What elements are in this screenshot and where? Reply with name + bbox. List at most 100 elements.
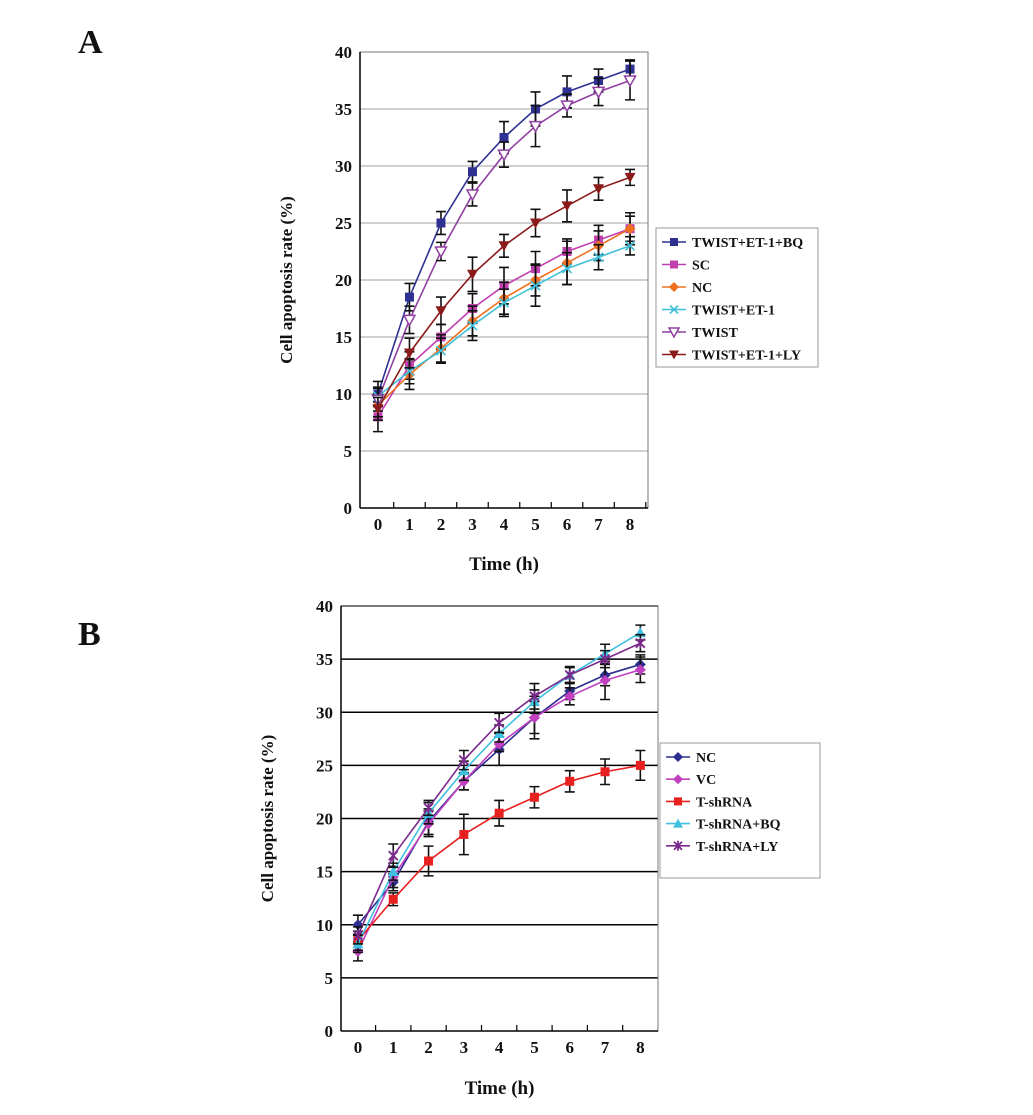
marker-triangle-down-open xyxy=(528,120,543,134)
marker-triangle-down-open xyxy=(402,314,417,327)
marker-square xyxy=(424,856,434,866)
legend-label: T-shRNA+BQ xyxy=(696,818,781,833)
y-tick-label: 40 xyxy=(335,43,352,62)
marker-diamond xyxy=(624,223,636,235)
y-tick-label: 0 xyxy=(344,499,353,518)
marker-square xyxy=(436,218,446,228)
marker-star xyxy=(494,717,505,729)
marker-square xyxy=(565,776,575,786)
legend-item: TWIST+ET-1 xyxy=(662,304,775,319)
marker-triangle-down xyxy=(561,201,573,212)
marker-x xyxy=(498,297,510,308)
legend-item: TWIST+ET-1+BQ xyxy=(662,236,803,251)
x-tick-label: 2 xyxy=(424,1038,433,1057)
marker-star xyxy=(423,802,434,814)
legend-item: NC xyxy=(666,751,716,766)
marker-x xyxy=(467,320,478,331)
y-tick-label: 30 xyxy=(335,157,352,176)
marker-square xyxy=(459,829,469,839)
marker-triangle-down xyxy=(435,306,447,317)
y-tick-label: 0 xyxy=(325,1022,334,1041)
chart-panel-B: B 0 5 10 15 20 25 30 35 40 0 1 2 3 4 5 6 7 8 Time (h) Cell a… xyxy=(78,597,821,1099)
panel-label: B xyxy=(78,616,101,653)
marker-star xyxy=(564,669,575,681)
y-axis-title: Cell apoptosis rate (%) xyxy=(277,196,296,364)
x-axis-title: Time (h) xyxy=(465,1078,535,1099)
legend-item: T-shRNA+LY xyxy=(666,840,778,855)
marker-diamond xyxy=(669,282,679,292)
series-line xyxy=(357,631,641,945)
x-tick-label: 1 xyxy=(389,1038,398,1057)
marker-triangle-down-open xyxy=(497,149,511,162)
y-tick-label: 30 xyxy=(316,703,333,722)
legend-label: SC xyxy=(692,259,710,274)
x-tick-label: 0 xyxy=(374,515,383,534)
marker-diamond xyxy=(458,775,470,787)
marker-triangle-down-open xyxy=(465,189,480,202)
legend-label: T-shRNA xyxy=(696,795,753,810)
y-tick-label: 15 xyxy=(335,328,352,347)
x-tick-label: 5 xyxy=(530,1038,539,1057)
marker-triangle-down xyxy=(498,241,510,252)
marker-square xyxy=(388,894,398,904)
marker-star xyxy=(352,929,364,941)
marker-diamond xyxy=(673,752,683,762)
marker-triangle-down xyxy=(669,350,679,360)
marker-x xyxy=(624,240,636,251)
marker-triangle-up xyxy=(673,818,683,828)
x-tick-label: 8 xyxy=(636,1038,645,1057)
legend-item: NC xyxy=(662,281,712,296)
y-tick-label: 20 xyxy=(335,271,352,290)
legend-label: NC xyxy=(696,751,716,766)
marker-x xyxy=(669,304,679,315)
marker-square xyxy=(499,133,509,142)
marker-square xyxy=(670,238,678,246)
marker-diamond xyxy=(564,690,576,702)
marker-triangle-down xyxy=(403,348,415,359)
marker-square xyxy=(529,792,539,802)
marker-square xyxy=(562,87,572,97)
marker-star xyxy=(673,840,683,851)
legend-label: TWIST+ET-1+LY xyxy=(692,349,801,364)
legend-item: T-shRNA+BQ xyxy=(666,818,781,833)
marker-diamond xyxy=(634,664,646,676)
x-axis-title: Time (h) xyxy=(469,554,539,575)
y-tick-label: 35 xyxy=(316,650,333,669)
legend-label: TWIST xyxy=(692,326,739,341)
series-TWIST xyxy=(371,60,637,412)
marker-triangle-down xyxy=(530,218,542,229)
marker-star xyxy=(529,690,540,702)
x-tick-label: 4 xyxy=(500,515,509,534)
marker-diamond xyxy=(673,774,683,785)
marker-square xyxy=(494,808,504,818)
marker-star xyxy=(635,637,646,649)
legend-label: TWIST+ET-1+BQ xyxy=(692,236,803,251)
marker-triangle-down-open xyxy=(623,75,637,88)
y-tick-label: 10 xyxy=(316,916,333,935)
y-tick-label: 25 xyxy=(335,214,352,233)
x-tick-label: 7 xyxy=(601,1038,610,1057)
y-tick-label: 5 xyxy=(344,442,353,461)
legend-box xyxy=(659,742,821,879)
panel-label: A xyxy=(78,24,103,61)
legend-label: VC xyxy=(696,773,716,788)
marker-diamond xyxy=(599,674,611,686)
marker-triangle-down-open xyxy=(667,327,681,339)
marker-triangle-down xyxy=(372,404,384,415)
x-tick-label: 5 xyxy=(531,515,540,534)
y-tick-label: 5 xyxy=(325,969,334,988)
y-tick-label: 15 xyxy=(316,863,333,882)
legend-label: T-shRNA+LY xyxy=(696,840,778,855)
x-tick-label: 3 xyxy=(468,515,477,534)
marker-square xyxy=(600,767,610,777)
x-tick-label: 2 xyxy=(437,515,446,534)
x-tick-label: 1 xyxy=(405,515,414,534)
chart-panel-A: A 0 5 10 15 20 25 30 35 40 0 1 2 3 4 5 6 7 8 Time (h) Cell a… xyxy=(78,24,819,575)
x-tick-label: 8 xyxy=(626,515,635,534)
y-tick-label: 35 xyxy=(335,100,352,119)
legend-box xyxy=(655,227,819,368)
marker-triangle-down xyxy=(624,172,636,183)
legend-item: TWIST+ET-1+LY xyxy=(662,349,801,364)
series-TWIST+ET-1 xyxy=(372,235,636,407)
legend-label: NC xyxy=(692,281,712,296)
